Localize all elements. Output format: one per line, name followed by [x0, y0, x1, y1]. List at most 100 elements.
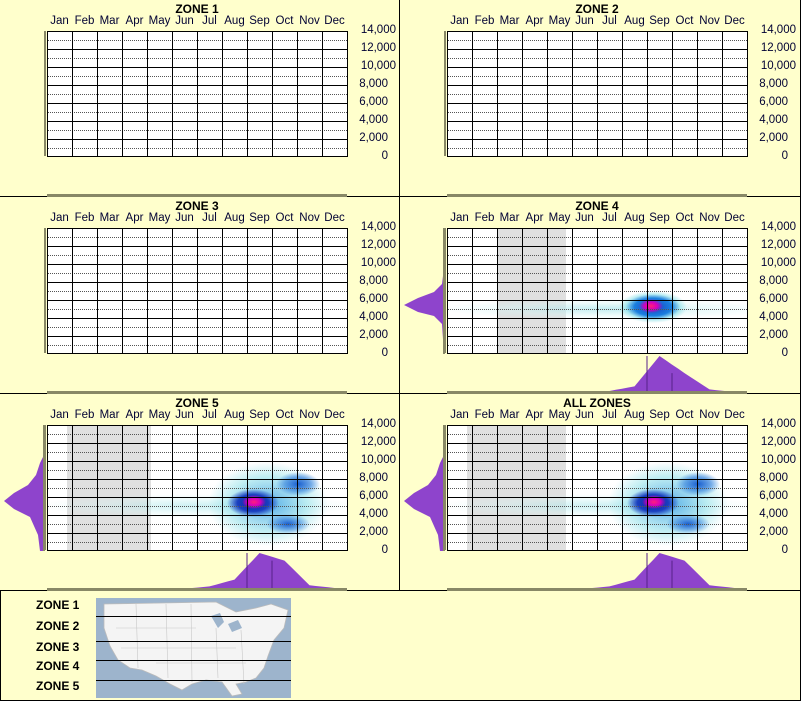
y-tick-label: 4,000: [359, 311, 388, 323]
heatmap-plot: [47, 31, 348, 157]
month-label: Nov: [299, 15, 320, 27]
grid-line: [647, 32, 648, 156]
month-label: Apr: [125, 15, 144, 27]
month-label: Jul: [602, 409, 617, 421]
grid-line: [722, 229, 723, 353]
y-tick-label: 10,000: [360, 60, 396, 72]
zone-legend: ZONE 1 ZONE 2 ZONE 3 ZONE 4 ZONE 5: [0, 591, 801, 701]
grid-line: [597, 426, 598, 550]
grid-line: [172, 32, 173, 156]
month-label: Mar: [99, 15, 120, 27]
grid-line: [297, 32, 298, 156]
y-tick-label: 2,000: [359, 132, 388, 144]
panel-title: ZONE 2: [575, 2, 619, 16]
month-label: Dec: [324, 15, 345, 27]
legend-zone-5: ZONE 5: [36, 679, 80, 693]
grid-line: [197, 426, 198, 550]
month-label: Sep: [649, 212, 670, 224]
grid-line: [72, 229, 73, 353]
y-tick-label: 8,000: [359, 78, 388, 90]
month-label: Dec: [724, 15, 745, 27]
month-marginal: [447, 356, 747, 394]
y-tick-label: 10,000: [760, 454, 796, 466]
grid-line: [322, 32, 323, 156]
x-axis-bar: [47, 194, 347, 197]
y-tick-label: 14,000: [760, 24, 796, 36]
x-axis-bar: [47, 391, 347, 394]
grid-line: [147, 426, 148, 550]
y-tick-label: 6,000: [759, 293, 788, 305]
grid-line: [322, 229, 323, 353]
grid-line: [497, 229, 498, 353]
panel-zone1: ZONE 1 Jan Feb Mar Apr May Jun Jul Aug Sep Oct Nov D…: [0, 0, 400, 197]
heatmap-plot: [447, 228, 748, 354]
x-axis-bar: [447, 588, 747, 591]
elevation-marginal: [4, 425, 45, 551]
month-label: May: [148, 212, 171, 224]
month-label: Apr: [125, 409, 144, 421]
month-label: Feb: [474, 409, 495, 421]
month-label: Jul: [602, 15, 617, 27]
month-label: Feb: [474, 15, 495, 27]
month-label: Aug: [224, 409, 245, 421]
y-tick-label: 12,000: [760, 436, 796, 448]
y-tick-label: 0: [381, 544, 388, 556]
grid-line: [522, 32, 523, 156]
heatmap-plot: [47, 425, 348, 551]
grid-line: [572, 426, 573, 550]
y-tick-label: 2,000: [759, 132, 788, 144]
grid-line: [247, 229, 248, 353]
grid-line: [572, 229, 573, 353]
grid-line: [122, 32, 123, 156]
grid-line: [472, 229, 473, 353]
grid-line: [272, 32, 273, 156]
month-label: Feb: [474, 212, 495, 224]
y-tick-label: 4,000: [759, 311, 788, 323]
month-label: Jul: [202, 15, 217, 27]
panel-zone2: ZONE 2 Jan Feb Mar Apr May Jun Jul Aug Sep Oct Nov D…: [400, 0, 801, 197]
panel-zone4: ZONE 4 Jan Feb Mar Apr May Jun Jul Aug Sep Oct Nov D…: [400, 197, 801, 394]
grid-line: [322, 426, 323, 550]
month-label: Jan: [50, 15, 69, 27]
zone-boundary-1: [96, 616, 291, 617]
y-axis-bar: [44, 228, 46, 353]
y-tick-label: 10,000: [760, 257, 796, 269]
month-label: Sep: [249, 409, 270, 421]
y-tick-label: 12,000: [360, 239, 396, 251]
zone-boundary-2: [96, 641, 291, 642]
grid-line: [297, 229, 298, 353]
grid-line: [222, 229, 223, 353]
month-label: Jul: [202, 409, 217, 421]
grid-line: [697, 32, 698, 156]
panel-title: ZONE 4: [575, 199, 619, 213]
y-tick-label: 0: [781, 347, 788, 359]
y-tick-label: 4,000: [759, 114, 788, 126]
grid-line: [497, 426, 498, 550]
month-label: Feb: [74, 212, 95, 224]
y-tick-label: 14,000: [360, 221, 396, 233]
month-axis: Jan Feb Mar Apr May Jun Jul Aug Sep Oct Nov Dec: [47, 15, 347, 29]
y-tick-label: 6,000: [359, 293, 388, 305]
grid-line: [172, 426, 173, 550]
heatmap-plot: [47, 228, 348, 354]
grid-line: [622, 32, 623, 156]
month-label: May: [148, 15, 171, 27]
legend-zone-3: ZONE 3: [36, 640, 80, 654]
month-label: Mar: [99, 409, 120, 421]
grid-line: [647, 229, 648, 353]
heatmap-plot: [447, 425, 748, 551]
grid-line: [597, 229, 598, 353]
month-label: May: [148, 409, 171, 421]
month-label: Jun: [575, 212, 594, 224]
month-label: Dec: [324, 212, 345, 224]
panel-title: ZONE 5: [175, 396, 219, 410]
y-tick-label: 0: [781, 150, 788, 162]
month-label: Aug: [624, 212, 645, 224]
grid-line: [97, 32, 98, 156]
month-label: Jun: [175, 212, 194, 224]
month-label: Aug: [224, 212, 245, 224]
grid-line: [547, 229, 548, 353]
month-label: Mar: [99, 212, 120, 224]
panel-title: ZONE 1: [175, 2, 219, 16]
grid-line: [672, 32, 673, 156]
